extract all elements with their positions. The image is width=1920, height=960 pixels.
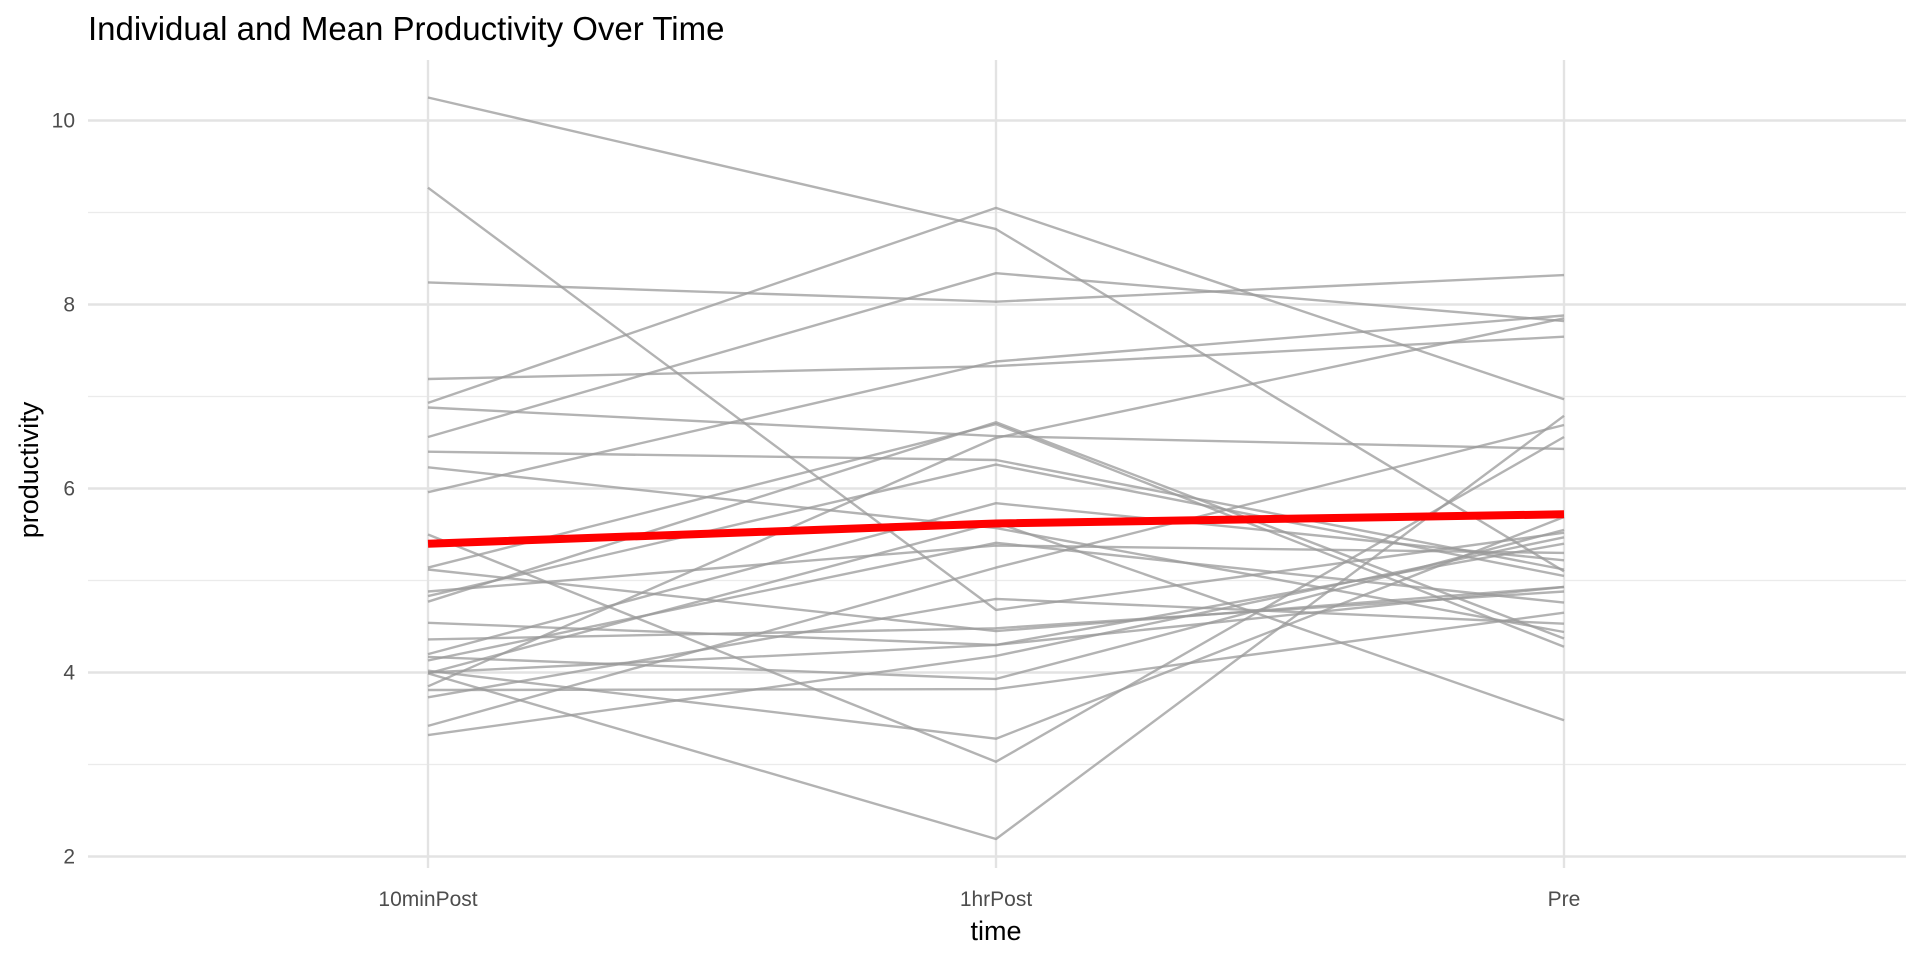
y-tick-label: 6	[63, 478, 75, 501]
individual-line	[427, 435, 1565, 763]
individual-line	[427, 611, 1565, 692]
individual-line	[427, 421, 1565, 640]
individual-line	[427, 414, 1565, 841]
x-tick-label: Pre	[1548, 888, 1581, 911]
x-axis-tick-labels: 10minPost 1hrPost Pre	[378, 888, 1580, 911]
individual-line	[427, 272, 1565, 439]
individual-series-lines	[427, 96, 1565, 841]
individual-line	[427, 206, 1565, 405]
individual-line	[427, 406, 1565, 451]
y-axis-title: productivity	[14, 401, 44, 538]
individual-line	[427, 536, 1565, 737]
y-tick-label: 2	[63, 846, 75, 869]
individual-line	[427, 466, 1565, 634]
mean-line	[427, 510, 1565, 548]
individual-line	[427, 544, 1565, 593]
y-tick-label: 10	[52, 110, 75, 133]
individual-line	[427, 422, 1565, 648]
individual-line	[427, 317, 1565, 688]
individual-line	[427, 186, 1565, 612]
x-tick-label: 10minPost	[378, 888, 477, 911]
y-tick-label: 4	[63, 662, 75, 685]
individual-line	[427, 597, 1565, 699]
individual-line	[427, 541, 1565, 662]
major-gridlines	[88, 60, 1906, 868]
chart-title: Individual and Mean Productivity Over Ti…	[88, 10, 724, 47]
y-axis-tick-labels: 2 4 6 8 10	[52, 110, 76, 869]
individual-line	[427, 273, 1565, 303]
individual-line	[427, 423, 1565, 728]
y-tick-label: 8	[63, 294, 75, 317]
individual-line	[427, 590, 1565, 641]
individual-line	[427, 314, 1565, 494]
individual-line	[427, 450, 1565, 571]
x-tick-label: 1hrPost	[960, 888, 1033, 911]
individual-line	[427, 568, 1565, 633]
individual-line	[427, 515, 1565, 740]
individual-line	[427, 463, 1565, 598]
mean-series-line	[427, 510, 1565, 548]
x-axis-title: time	[970, 916, 1021, 946]
individual-line	[427, 335, 1565, 381]
individual-line	[427, 96, 1565, 573]
